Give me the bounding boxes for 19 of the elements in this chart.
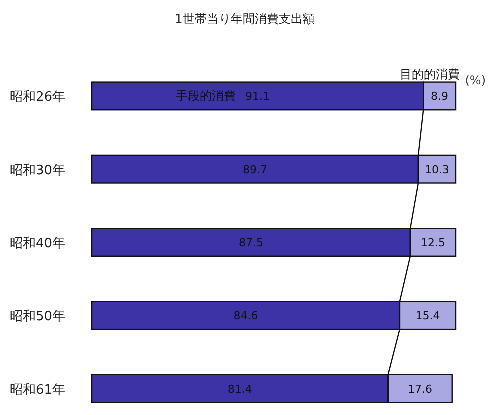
y-tick-label: 昭和30年 — [10, 163, 66, 178]
data-label: 8.9 — [431, 90, 449, 104]
data-label: 89.7 — [243, 163, 268, 176]
y-tick-label: 昭和26年 — [10, 90, 66, 106]
series-label: 目的的消費 — [400, 67, 460, 82]
data-label: 17.6 — [408, 382, 433, 396]
data-label: 81.4 — [228, 382, 252, 396]
data-label: 91.1 — [246, 90, 270, 104]
data-label: 87.5 — [239, 236, 264, 250]
chart-title: 1世帯当り年間消費支出額 — [175, 12, 315, 26]
data-label: 84.6 — [234, 310, 258, 323]
data-label: 12.5 — [421, 236, 446, 250]
series-label: 手段的消費 — [176, 89, 236, 104]
data-label: 10.3 — [425, 163, 450, 176]
y-tick-label: 昭和50年 — [10, 310, 66, 325]
x-axis-title: (%) — [465, 73, 486, 88]
y-tick-label: 昭和61年 — [10, 382, 66, 398]
y-tick-label: 昭和40年 — [10, 236, 66, 252]
data-label: 15.4 — [416, 310, 440, 323]
